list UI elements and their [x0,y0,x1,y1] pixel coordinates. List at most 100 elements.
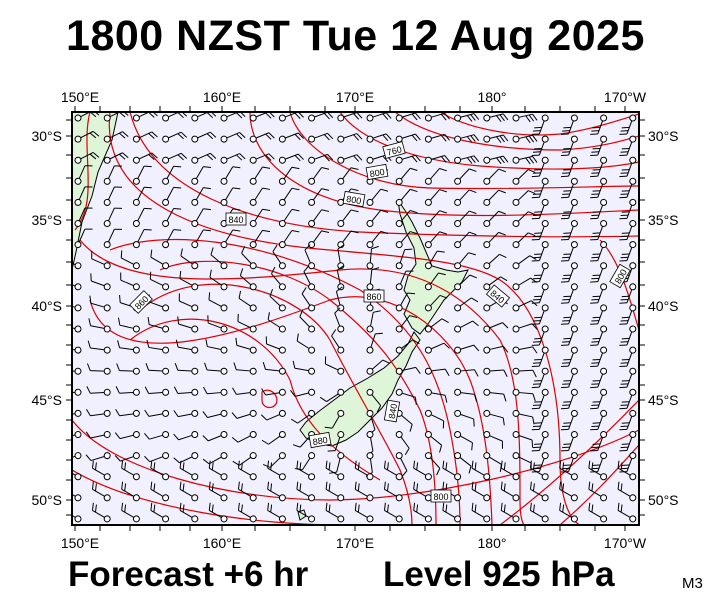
wind-barb [454,344,480,354]
wind-barb [590,177,608,199]
wind-barb [114,452,140,462]
wind-barb [560,156,578,178]
wind-barb [278,208,300,227]
svg-text:760: 760 [386,144,403,158]
wind-barb [296,481,316,502]
wind-barb [132,228,152,249]
wind-barb [395,292,416,312]
wind-barb [560,388,578,410]
wind-barb [366,310,381,333]
wind-barb [424,367,450,376]
svg-text:840: 840 [228,215,243,225]
wind-barb [88,318,111,333]
wind-barb [619,367,637,389]
height-contour [129,112,639,238]
wind-barb [329,452,345,474]
wind-barb [395,270,414,291]
wind-barb [560,367,578,389]
wind-barb [471,460,491,481]
wind-barb [590,198,608,220]
wind-barb [512,388,536,402]
wind-barb [337,167,359,185]
wind-barb [366,245,379,270]
wind-barb [366,230,389,249]
wind-barb [512,113,538,123]
wind-barb [395,133,421,143]
wind-barb [174,362,199,375]
wind-barb [531,198,549,220]
svg-text:800: 800 [369,167,386,179]
wind-barb [500,502,520,523]
wind-barb [337,209,359,227]
wind-barb [103,186,123,206]
wind-barb [590,431,608,452]
left-lat-label: 35°S [31,212,62,228]
wind-barb [483,345,509,354]
wind-barb [324,409,345,429]
bottom-lon-label: 180° [478,535,507,551]
wind-barb [220,187,241,206]
wind-barb [308,167,330,185]
contour-value-label: 840 [225,212,247,226]
wind-barb [588,460,608,481]
left-lat-label: 45°S [31,392,62,408]
wind-barb [173,409,199,418]
wind-barb [424,112,450,122]
wind-barb [424,167,447,185]
wind-barb [454,189,477,206]
wind-barb [74,130,100,143]
wind-barb [150,481,170,502]
wind-barb [269,288,286,312]
wind-barb [325,460,345,481]
wind-barb [500,460,520,481]
wind-barb [278,187,300,206]
wind-barb [150,460,170,481]
wind-barb [162,165,182,185]
wind-barb [208,481,228,502]
wind-barb [354,460,374,481]
wind-barb [103,152,129,164]
wind-barb [162,186,182,206]
wind-barb [144,386,170,396]
wind-barb [239,268,257,291]
wind-barb [619,241,637,262]
wind-barb [366,431,374,456]
wind-barb [191,152,217,164]
wind-barb [619,346,637,367]
wind-barb [260,409,286,421]
wind-barb [204,362,228,375]
wind-barb [454,320,479,333]
wind-barb [454,210,477,227]
wind-barb [560,262,578,283]
map-title: 1800 NZST Tue 12 Aug 2025 [66,12,645,60]
wind-barb [354,502,374,523]
wind-barb [301,287,316,312]
wind-barb [454,388,478,402]
right-lat-label: 40°S [648,298,679,314]
wind-barb [512,211,536,227]
wind-barb [560,220,578,241]
wind-barb [424,342,450,354]
svg-text:840: 840 [387,403,399,420]
wind-barb [267,481,286,502]
height-contour [72,419,639,501]
wind-barb [232,387,257,396]
wind-barb [617,460,637,481]
wind-barb [560,198,578,220]
wind-barb [560,135,578,156]
wind-barb [334,307,345,333]
height-contour [79,239,525,525]
wind-barb [162,131,188,143]
wind-barb [424,231,447,249]
wind-barb [483,431,503,449]
wind-barb [144,409,170,417]
wind-barb [208,502,228,523]
wind-barb [483,452,502,472]
wind-barb [590,367,608,389]
wind-barb [424,210,447,227]
wind-barb [267,502,286,523]
wind-barb [442,460,462,481]
wind-barb [512,155,538,165]
wind-barb [424,133,450,143]
